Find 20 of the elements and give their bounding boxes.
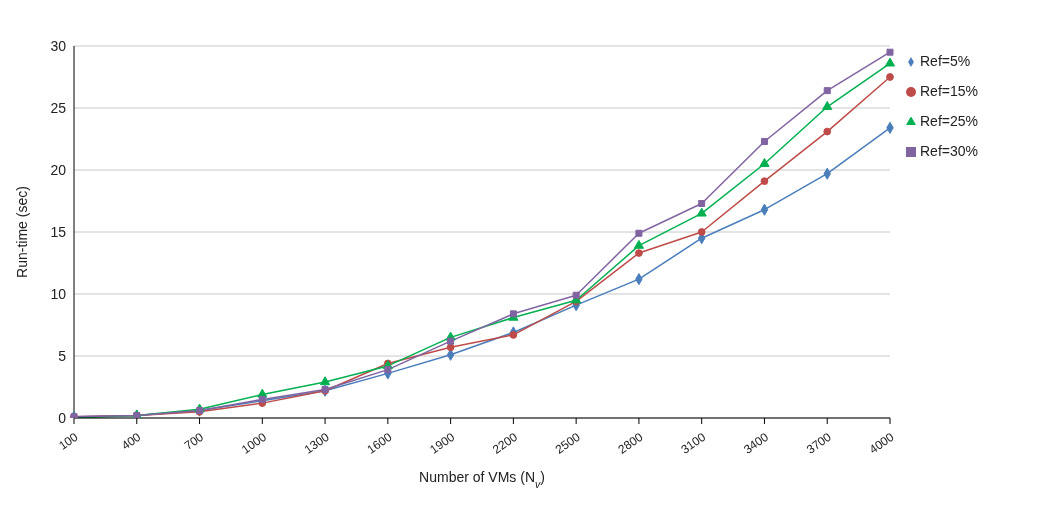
x-tick-label: 3100 (678, 429, 709, 457)
x-tick-label: 3400 (741, 429, 772, 457)
x-tick-label: 4000 (866, 429, 897, 457)
x-tick-label: 400 (118, 429, 144, 453)
y-axis-title: Run-time (sec) (13, 186, 30, 278)
legend-label: Ref=15% (920, 83, 978, 99)
x-tick-label: 100 (56, 429, 81, 453)
x-tick-label: 3700 (803, 429, 835, 457)
y-tick-label: 10 (50, 285, 67, 302)
y-tick-label: 15 (50, 223, 67, 240)
y-tick-label: 25 (50, 99, 67, 116)
y-tick-label: 20 (50, 161, 67, 178)
y-tick-label: 30 (50, 37, 67, 54)
x-tick-label: 700 (181, 429, 207, 453)
y-tick-label: 0 (58, 409, 67, 426)
legend-label: Ref=5% (920, 53, 971, 69)
legend-label: Ref=30% (920, 143, 978, 159)
legend-label: Ref=25% (920, 113, 978, 129)
x-axis-title: Number of VMs (N$_{v}$) (419, 469, 545, 490)
y-tick-label: 5 (58, 347, 67, 364)
